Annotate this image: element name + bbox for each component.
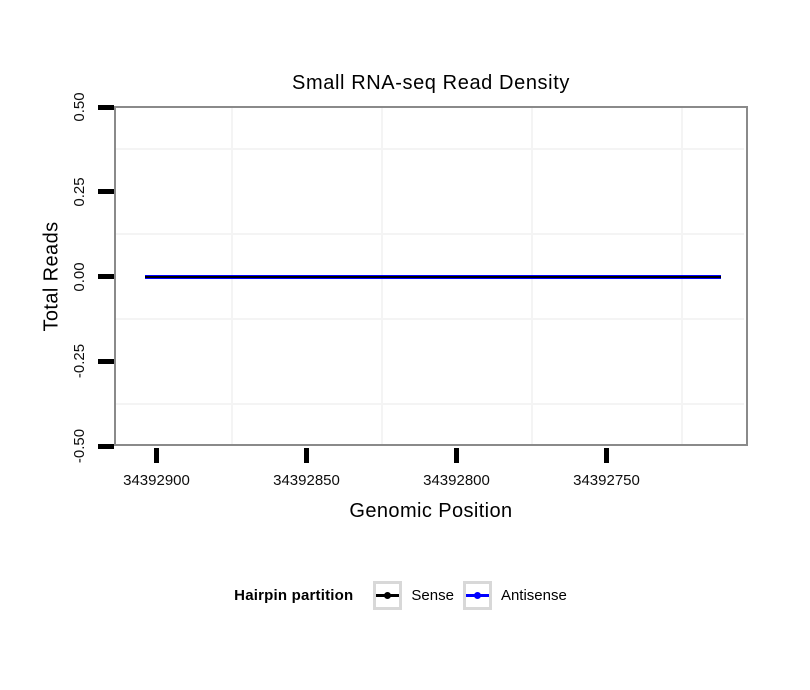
x-tick-label: 34392900 — [123, 472, 190, 489]
x-axis-tick — [454, 448, 459, 463]
minor-gridline-horizontal — [116, 317, 744, 320]
x-axis-tick — [154, 448, 159, 463]
y-tick-label: 0.50 — [71, 92, 88, 122]
y-axis-tick — [98, 189, 114, 195]
minor-gridline-horizontal — [116, 402, 744, 405]
legend-key-dot — [384, 591, 392, 599]
legend: Hairpin partition Sense Antisense — [0, 578, 810, 612]
x-tick-label: 34392850 — [273, 472, 340, 489]
legend-title: Hairpin partition — [234, 586, 354, 604]
x-axis-tick — [304, 448, 309, 463]
y-axis-tick — [98, 274, 114, 279]
x-tick-label: 34392800 — [423, 472, 490, 489]
legend-label: Antisense — [500, 586, 567, 604]
legend-key-antisense — [462, 580, 492, 610]
y-tick-label: 0.00 — [71, 261, 88, 292]
y-axis-tick — [98, 358, 114, 364]
x-axis-tick — [604, 448, 609, 463]
y-axis-title: Total Reads — [40, 221, 63, 332]
y-axis-tick — [98, 443, 114, 449]
legend-item-sense: Sense — [373, 580, 454, 610]
x-tick-label: 34392750 — [573, 472, 640, 489]
y-tick-label: -0.25 — [71, 344, 88, 379]
y-axis-tick — [98, 104, 114, 110]
x-axis-title: Genomic Position — [349, 500, 513, 522]
chart-title: Small RNA-seq Read Density — [292, 72, 570, 94]
legend-key-sense — [373, 580, 403, 610]
minor-gridline-horizontal — [116, 233, 744, 236]
legend-item-antisense: Antisense — [462, 580, 567, 610]
minor-gridline-horizontal — [116, 148, 744, 151]
series-line-sense — [144, 275, 721, 278]
y-tick-label: -0.50 — [71, 428, 88, 464]
y-tick-label: 0.25 — [71, 177, 88, 207]
legend-key-dot — [473, 591, 481, 599]
plot-panel — [114, 106, 748, 446]
legend-label: Sense — [411, 586, 454, 604]
